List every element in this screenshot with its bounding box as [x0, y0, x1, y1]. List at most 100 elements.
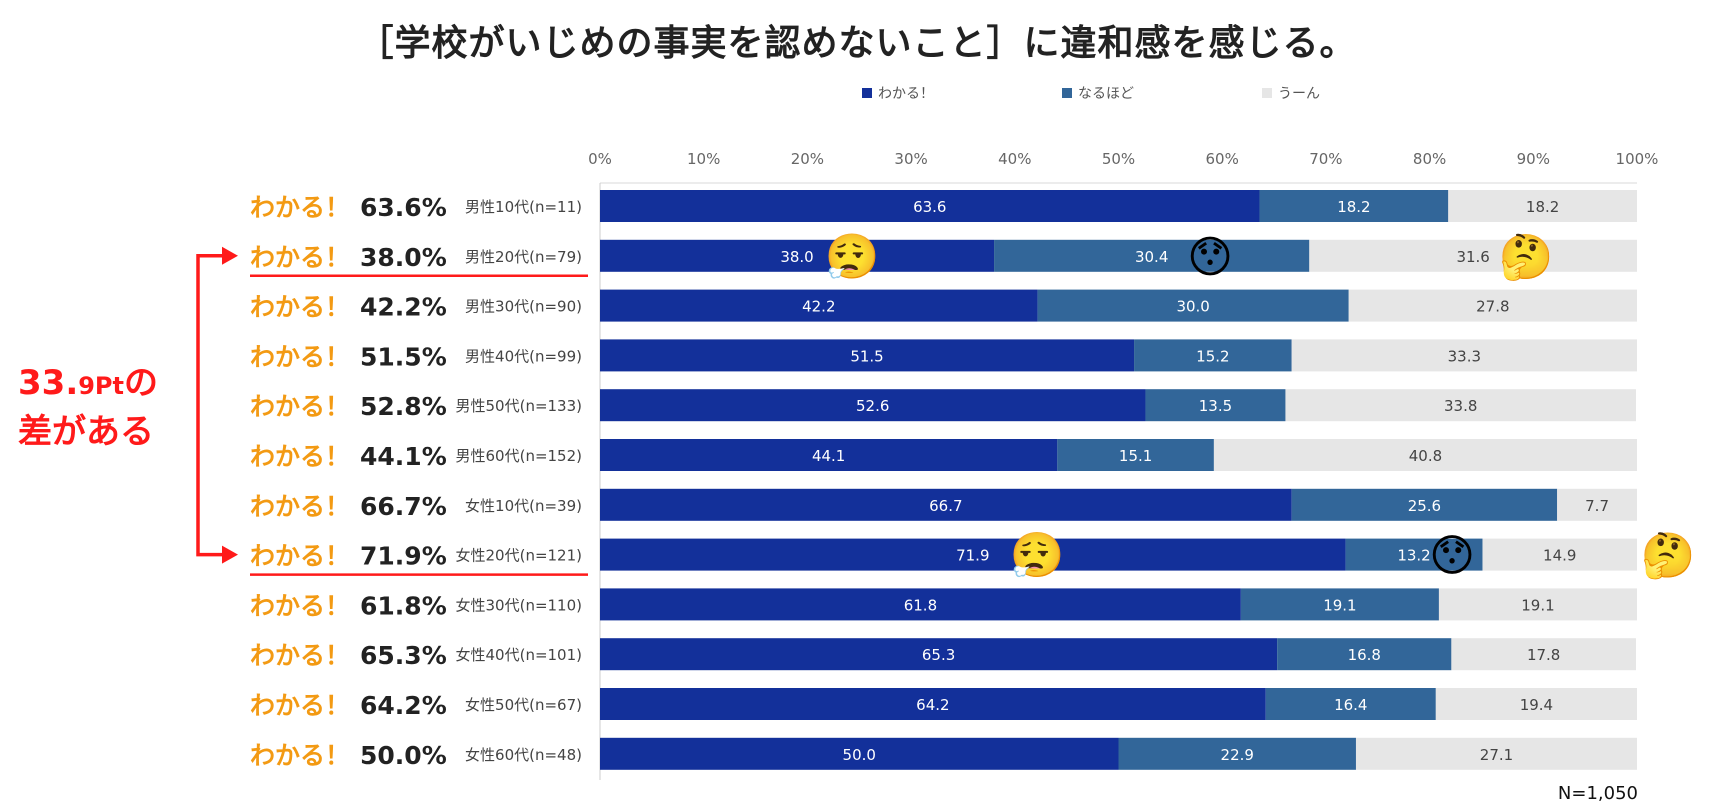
bar-segment-1-row-2: [600, 239, 995, 272]
callout-line-2: 差がある: [18, 412, 154, 452]
bar-segment-1-row-3: [600, 289, 1038, 322]
x-tick-label: 50%: [1102, 150, 1135, 168]
category-label-row-1: 男性10代(n=11): [465, 198, 582, 216]
data-label-3-row-2: 31.6: [1456, 248, 1489, 266]
bar-segment-1-row-4: [600, 339, 1135, 372]
side-label-row-2: わかる！ 38.0%: [250, 243, 447, 272]
bar-segment-3-row-4: [1291, 339, 1637, 372]
data-label-1-row-10: 65.3: [922, 646, 955, 664]
chart-title: ［学校がいじめの事実を認めないこと］に違和感を感じる。: [357, 23, 1357, 64]
side-label-row-3: わかる！ 42.2%: [250, 293, 447, 322]
bar-segment-1-row-8: [600, 538, 1346, 571]
data-label-1-row-12: 50.0: [843, 746, 876, 764]
sigh-emoji-row-8: 😮‍💨: [1010, 531, 1065, 582]
thinking-emoji-row-8: 🤔: [1641, 531, 1696, 582]
data-label-3-row-10: 17.8: [1527, 646, 1560, 664]
bar-segment-2-row-12: [1118, 737, 1356, 770]
data-label-3-row-11: 19.4: [1520, 696, 1553, 714]
bar-segment-3-row-3: [1348, 289, 1637, 322]
surprised-emoji-row-8: 😯: [1429, 531, 1475, 582]
side-label-row-12: わかる！ 50.0%: [250, 741, 447, 770]
bar-segment-1-row-5: [600, 389, 1146, 422]
bracket-arrowhead-bottom: [222, 545, 238, 564]
data-label-3-row-7: 7.7: [1585, 497, 1609, 515]
data-label-2-row-8: 13.2: [1397, 547, 1430, 565]
data-label-1-row-9: 61.8: [904, 596, 937, 614]
legend-label-3: うーん: [1278, 86, 1320, 102]
bar-segment-2-row-1: [1259, 190, 1449, 222]
side-label-row-5: わかる！ 52.8%: [250, 392, 447, 421]
x-tick-label: 70%: [1309, 150, 1342, 168]
bar-segment-2-row-3: [1037, 289, 1349, 322]
data-label-2-row-5: 13.5: [1199, 397, 1232, 415]
thinking-emoji-row-2: 🤔: [1499, 232, 1554, 283]
bar-segment-2-row-11: [1265, 688, 1436, 720]
data-label-2-row-7: 25.6: [1408, 497, 1441, 515]
side-label-row-11: わかる！ 64.2%: [250, 691, 447, 720]
x-tick-label: 100%: [1616, 150, 1659, 168]
data-label-2-row-3: 30.0: [1176, 298, 1209, 316]
data-label-3-row-5: 33.8: [1444, 397, 1477, 415]
category-label-row-11: 女性50代(n=67): [465, 696, 582, 714]
bar-segment-3-row-9: [1438, 588, 1637, 621]
side-label-row-8: わかる！ 71.9%: [250, 542, 447, 571]
sample-size-label: N=1,050: [1557, 783, 1638, 804]
bar-segment-3-row-10: [1451, 638, 1636, 671]
category-label-row-4: 男性40代(n=99): [465, 347, 582, 365]
data-label-2-row-10: 16.8: [1348, 646, 1381, 664]
bar-segment-3-row-5: [1285, 389, 1636, 422]
legend-label-1: わかる！: [878, 86, 934, 102]
bar-segment-2-row-2: [994, 239, 1310, 272]
callout-line-1: 33.9Ptの: [18, 363, 158, 403]
bar-segment-3-row-7: [1557, 488, 1637, 521]
x-tick-label: 90%: [1517, 150, 1550, 168]
data-label-3-row-12: 27.1: [1480, 746, 1513, 764]
data-label-1-row-7: 66.7: [929, 497, 962, 515]
bar-segment-1-row-6: [600, 439, 1058, 471]
data-label-3-row-1: 18.2: [1526, 198, 1559, 216]
legend-swatch-2: [1062, 88, 1072, 98]
category-label-row-8: 女性20代(n=121): [456, 547, 583, 565]
category-label-row-12: 女性60代(n=48): [465, 746, 582, 764]
data-label-1-row-11: 64.2: [916, 696, 949, 714]
side-label-row-9: わかる！ 61.8%: [250, 591, 447, 620]
side-label-row-7: わかる！ 66.7%: [250, 492, 447, 521]
category-label-row-7: 女性10代(n=39): [465, 497, 582, 515]
bar-segment-3-row-2: [1309, 239, 1637, 272]
data-label-3-row-3: 27.8: [1476, 298, 1509, 316]
x-tick-label: 40%: [998, 150, 1031, 168]
side-label-row-6: わかる！ 44.1%: [250, 442, 447, 471]
data-label-2-row-11: 16.4: [1334, 696, 1367, 714]
data-label-2-row-9: 19.1: [1323, 596, 1356, 614]
x-tick-label: 10%: [687, 150, 720, 168]
category-label-row-9: 女性30代(n=110): [456, 596, 583, 614]
bar-segment-3-row-11: [1435, 688, 1637, 720]
bar-segment-1-row-9: [600, 588, 1241, 621]
bar-segment-3-row-8: [1482, 538, 1637, 571]
category-label-row-2: 男性20代(n=79): [465, 248, 582, 266]
bar-segment-1-row-11: [600, 688, 1266, 720]
bar-segment-2-row-6: [1057, 439, 1214, 471]
data-label-1-row-4: 51.5: [850, 347, 883, 365]
data-label-3-row-9: 19.1: [1521, 596, 1554, 614]
surprised-emoji-row-2: 😯: [1187, 232, 1233, 283]
data-label-1-row-2: 38.0: [780, 248, 813, 266]
bar-segment-2-row-9: [1240, 588, 1439, 621]
category-label-row-10: 女性40代(n=101): [456, 646, 583, 664]
bracket-arrowhead-top: [222, 246, 238, 265]
data-label-2-row-4: 15.2: [1196, 347, 1229, 365]
side-label-row-1: わかる！ 63.6%: [250, 193, 447, 222]
data-label-2-row-12: 22.9: [1221, 746, 1254, 764]
x-tick-label: 20%: [791, 150, 824, 168]
data-label-1-row-3: 42.2: [802, 298, 835, 316]
data-label-3-row-8: 14.9: [1543, 547, 1576, 565]
bar-segment-1-row-12: [600, 737, 1119, 770]
bar-segment-2-row-7: [1291, 488, 1558, 521]
data-label-1-row-8: 71.9: [956, 547, 989, 565]
data-label-1-row-5: 52.6: [856, 397, 889, 415]
side-label-row-10: わかる！ 65.3%: [250, 641, 447, 670]
x-tick-label: 0%: [588, 150, 612, 168]
data-label-3-row-4: 33.3: [1448, 347, 1481, 365]
category-label-row-3: 男性30代(n=90): [465, 298, 582, 316]
